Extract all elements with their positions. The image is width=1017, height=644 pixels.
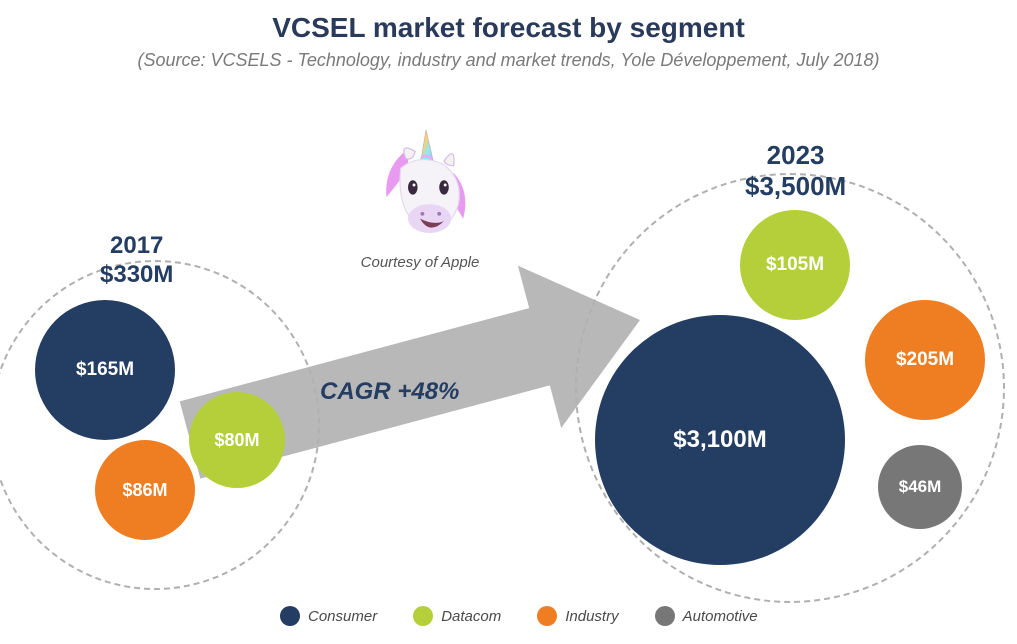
year-2023-label: 2023 $3,500M xyxy=(745,140,846,202)
legend-label-consumer: Consumer xyxy=(308,608,377,625)
legend-item-industry: Industry xyxy=(537,606,618,626)
infographic-stage: VCSEL market forecast by segment (Source… xyxy=(0,0,1017,644)
bubble-2023-datacom: $105M xyxy=(740,210,850,320)
legend-label-industry: Industry xyxy=(565,608,618,625)
legend-label-automotive: Automotive xyxy=(683,608,758,625)
legend-swatch-datacom xyxy=(413,606,433,626)
bubble-2023-consumer: $3,100M xyxy=(595,315,845,565)
unicorn-caption: Courtesy of Apple xyxy=(360,254,480,271)
legend-label-datacom: Datacom xyxy=(441,608,501,625)
legend: Consumer Datacom Industry Automotive xyxy=(280,606,758,626)
year-2017-line2: $330M xyxy=(100,261,173,290)
year-2023-line2: $3,500M xyxy=(745,171,846,202)
unicorn-graphic: Courtesy of Apple xyxy=(360,125,480,271)
legend-item-consumer: Consumer xyxy=(280,606,377,626)
year-2023-line1: 2023 xyxy=(745,140,846,171)
legend-item-automotive: Automotive xyxy=(655,606,758,626)
bubble-2017-datacom: $80M xyxy=(189,392,285,488)
bubble-2023-automotive: $46M xyxy=(878,445,962,529)
legend-swatch-industry xyxy=(537,606,557,626)
legend-swatch-automotive xyxy=(655,606,675,626)
bubble-2017-industry: $86M xyxy=(95,440,195,540)
year-2017-line1: 2017 xyxy=(100,232,173,261)
unicorn-icon xyxy=(360,125,480,245)
bubble-2017-consumer: $165M xyxy=(35,300,175,440)
year-2017-label: 2017 $330M xyxy=(100,232,173,290)
legend-swatch-consumer xyxy=(280,606,300,626)
legend-item-datacom: Datacom xyxy=(413,606,501,626)
cagr-label: CAGR +48% xyxy=(320,378,459,406)
bubble-2023-industry: $205M xyxy=(865,300,985,420)
